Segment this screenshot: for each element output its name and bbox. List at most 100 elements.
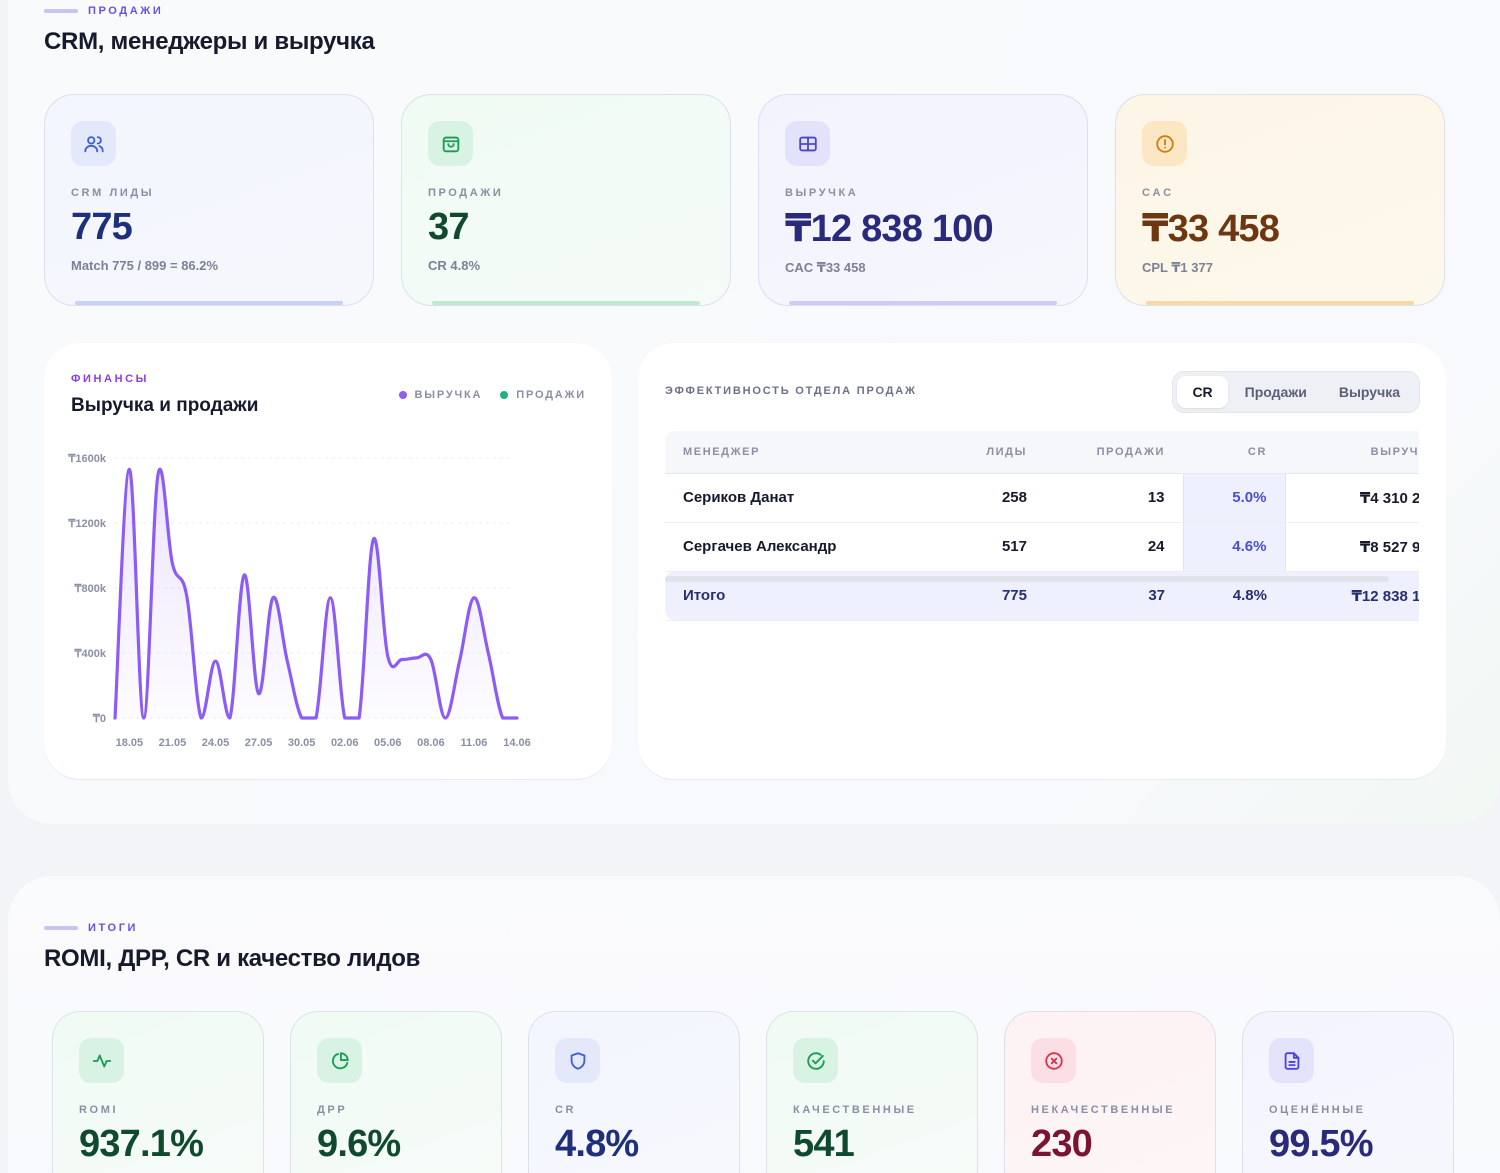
eyebrow-bar bbox=[44, 9, 78, 13]
kpi-label: ROMI bbox=[79, 1104, 119, 1116]
col-manager[interactable]: МЕНЕДЖЕР bbox=[665, 431, 935, 474]
legend-label: ВЫРУЧКА bbox=[414, 389, 483, 401]
tab-revenue[interactable]: Выручка bbox=[1324, 376, 1415, 408]
kpi-card-cac: CAC ₸33 458 CPL ₸1 377 bbox=[1115, 94, 1445, 306]
users-icon bbox=[71, 121, 116, 166]
cell-manager: Сергачев Александр bbox=[665, 522, 935, 572]
kpi-label: ДРР bbox=[317, 1104, 348, 1116]
revenue-area bbox=[115, 469, 517, 718]
legend-item-revenue[interactable]: ВЫРУЧКА bbox=[398, 389, 483, 401]
tab-sales[interactable]: Продажи bbox=[1230, 376, 1322, 408]
horizontal-scrollbar[interactable] bbox=[665, 576, 1389, 582]
shopping-bag-icon bbox=[428, 121, 473, 166]
grid-icon bbox=[785, 121, 830, 166]
y-tick-label: ₸800k bbox=[74, 583, 107, 595]
alert-circle-icon bbox=[1142, 121, 1187, 166]
y-tick-label: ₸400k bbox=[74, 648, 107, 660]
kpi-subtext: CPL ₸1 377 bbox=[1142, 260, 1213, 275]
x-tick-label: 05.06 bbox=[374, 737, 402, 749]
kpi-subtext: Match 775 / 899 = 86.2% bbox=[71, 258, 219, 273]
legend-item-sales[interactable]: ПРОДАЖИ bbox=[500, 389, 586, 401]
kpi-card-drr: ДРР 9.6% bbox=[290, 1011, 502, 1173]
sales-eyebrow: ПРОДАЖИ bbox=[44, 5, 163, 17]
kpi-card-crm-leads: CRM ЛИДЫ 775 Match 775 / 899 = 86.2% bbox=[44, 94, 374, 306]
kpi-subtext: CAC ₸33 458 bbox=[785, 260, 866, 275]
tab-cr[interactable]: CR bbox=[1177, 376, 1228, 408]
cell-cr: 5.0% bbox=[1182, 473, 1286, 523]
legend-dot bbox=[500, 391, 509, 399]
kpi-card-rated: ОЦЕНЁННЫЕ 99.5% bbox=[1242, 1011, 1454, 1173]
pie-chart-icon bbox=[317, 1038, 362, 1083]
cell-cr: 4.6% bbox=[1182, 522, 1286, 572]
kpi-accent-bar bbox=[789, 301, 1057, 305]
col-sales[interactable]: ПРОДАЖИ bbox=[1045, 431, 1183, 474]
kpi-label: CR bbox=[555, 1104, 577, 1116]
col-leads[interactable]: ЛИДЫ bbox=[935, 431, 1045, 474]
kpi-label: CRM ЛИДЫ bbox=[71, 187, 155, 199]
kpi-accent-bar bbox=[1146, 301, 1414, 305]
kpi-card-romi: ROMI 937.1% bbox=[52, 1011, 264, 1173]
metric-segmented-control: CR Продажи Выручка bbox=[1172, 371, 1420, 413]
file-text-icon bbox=[1269, 1038, 1314, 1083]
kpi-accent-bar bbox=[75, 301, 343, 305]
kpi-value: 99.5% bbox=[1269, 1123, 1374, 1165]
activity-icon bbox=[79, 1038, 124, 1083]
eyebrow-bar bbox=[44, 926, 78, 930]
chart-eyebrow: ФИНАНСЫ bbox=[71, 373, 150, 385]
kpi-label: CAC bbox=[1142, 187, 1174, 199]
cell-leads: 258 bbox=[935, 473, 1045, 523]
kpi-value: ₸33 458 bbox=[1142, 208, 1280, 250]
kpi-subtext: CR 4.8% bbox=[428, 258, 481, 273]
cell-revenue: ₸8 527 900 bbox=[1285, 522, 1419, 572]
kpi-label: ПРОДАЖИ bbox=[428, 187, 504, 199]
kpi-value: 230 bbox=[1031, 1123, 1093, 1165]
cell-sales: 13 bbox=[1045, 473, 1183, 523]
y-tick-label: ₸1200k bbox=[67, 518, 106, 530]
managers-table: МЕНЕДЖЕР ЛИДЫ ПРОДАЖИ CR ВЫРУЧКА Сериков… bbox=[665, 431, 1419, 621]
legend-label: ПРОДАЖИ bbox=[516, 389, 586, 401]
kpi-value: 775 bbox=[71, 206, 133, 248]
x-tick-label: 02.06 bbox=[331, 737, 359, 749]
table-row[interactable]: Сергачев Александр 517 24 4.6% ₸8 527 90… bbox=[665, 522, 1419, 572]
section-title: CRM, менеджеры и выручка bbox=[44, 28, 375, 55]
x-tick-label: 14.06 bbox=[503, 737, 531, 749]
kpi-value: ₸12 838 100 bbox=[785, 208, 994, 250]
cell-revenue: ₸4 310 200 bbox=[1285, 473, 1419, 523]
kpi-value: 937.1% bbox=[79, 1123, 204, 1165]
x-tick-label: 21.05 bbox=[159, 737, 187, 749]
table-header-row: МЕНЕДЖЕР ЛИДЫ ПРОДАЖИ CR ВЫРУЧКА bbox=[665, 431, 1419, 474]
sales-team-card: ЭФФЕКТИВНОСТЬ ОТДЕЛА ПРОДАЖ CR Продажи В… bbox=[638, 343, 1446, 779]
table-row[interactable]: Сериков Данат 258 13 5.0% ₸4 310 200 bbox=[665, 473, 1419, 523]
y-tick-label: ₸0 bbox=[92, 713, 106, 725]
eyebrow-label: ПРОДАЖИ bbox=[88, 5, 164, 17]
cell-leads: 517 bbox=[935, 522, 1045, 572]
kpi-card-revenue: ВЫРУЧКА ₸12 838 100 CAC ₸33 458 bbox=[758, 94, 1088, 306]
revenue-line-chart: ₸0 ₸400k ₸800k ₸1200k ₸1600k 18.05 21.05 24.05 2… bbox=[67, 453, 531, 749]
eyebrow-label: ИТОГИ bbox=[88, 922, 139, 934]
shield-icon bbox=[555, 1038, 600, 1083]
col-revenue[interactable]: ВЫРУЧКА bbox=[1285, 431, 1419, 474]
cell-manager: Сериков Данат bbox=[665, 473, 935, 523]
check-circle-icon bbox=[793, 1038, 838, 1083]
kpi-label: НЕКАЧЕСТВЕННЫЕ bbox=[1031, 1104, 1176, 1116]
table-scroll-area[interactable]: МЕНЕДЖЕР ЛИДЫ ПРОДАЖИ CR ВЫРУЧКА Сериков… bbox=[665, 431, 1419, 626]
kpi-card-qualified: КАЧЕСТВЕННЫЕ 541 bbox=[766, 1011, 978, 1173]
revenue-series-line bbox=[113, 467, 519, 720]
x-tick-label: 30.05 bbox=[288, 737, 316, 749]
kpi-value: 37 bbox=[428, 206, 469, 248]
y-tick-label: ₸1600k bbox=[67, 453, 106, 465]
kpi-label: ОЦЕНЁННЫЕ bbox=[1269, 1104, 1366, 1116]
kpi-label: ВЫРУЧКА bbox=[785, 187, 859, 199]
legend-dot bbox=[398, 391, 407, 399]
x-circle-icon bbox=[1031, 1038, 1076, 1083]
kpi-value: 541 bbox=[793, 1123, 855, 1165]
kpi-card-cr: CR 4.8% bbox=[528, 1011, 740, 1173]
kpi-value: 4.8% bbox=[555, 1123, 639, 1165]
kpi-accent-bar bbox=[432, 301, 700, 305]
kpi-value: 9.6% bbox=[317, 1123, 401, 1165]
summary-eyebrow: ИТОГИ bbox=[44, 922, 138, 934]
kpi-label: КАЧЕСТВЕННЫЕ bbox=[793, 1104, 917, 1116]
x-tick-label: 11.06 bbox=[460, 737, 487, 749]
kpi-card-unqualified: НЕКАЧЕСТВЕННЫЕ 230 bbox=[1004, 1011, 1216, 1173]
col-cr[interactable]: CR bbox=[1183, 431, 1285, 474]
